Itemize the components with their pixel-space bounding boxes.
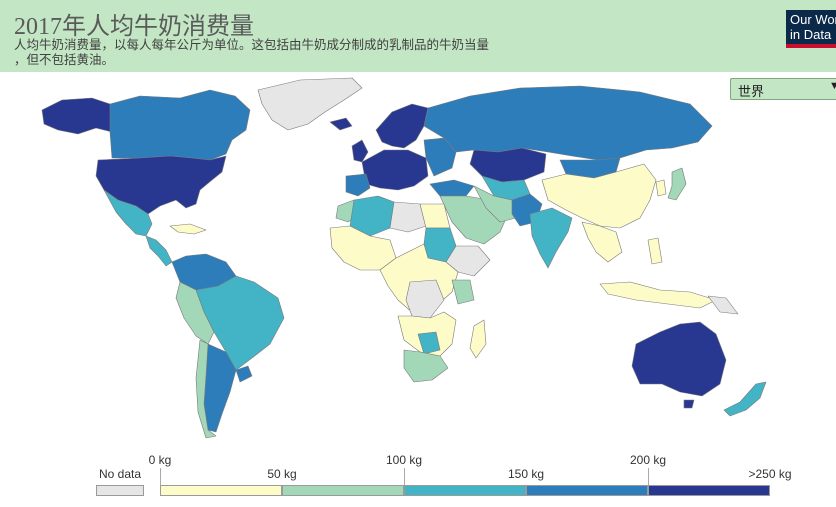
region-south-africa[interactable] [403,349,449,383]
region-turkey[interactable] [429,179,475,197]
region-australia[interactable] [631,321,727,397]
subtitle-line-2: ，但不包括黄油。 [14,53,115,67]
header-bar: 2017年人均牛奶消费量 人均牛奶消费量，以每人每年公斤为单位。这包括由牛奶成分… [0,0,836,72]
region-iberia[interactable] [345,173,371,197]
region-greenland[interactable] [257,77,363,131]
region-japan[interactable] [667,167,687,201]
region-mexico[interactable] [103,189,153,237]
subtitle-line-1: 人均牛奶消费量，以每人每年公斤为单位。这包括由牛奶成分制成的乳制品的牛奶当量 [14,38,490,52]
legend-tick-250: >250 kg [748,467,792,481]
legend-tickmark [648,468,649,485]
legend-no-data-label: No data [98,467,142,481]
region-kenya[interactable] [451,279,475,305]
region-korea[interactable] [655,179,667,197]
region-select-value: 世界 [738,84,765,99]
legend-swatch-no-data [96,485,144,496]
region-drc[interactable] [405,279,445,319]
region-tasmania[interactable] [683,399,695,409]
logo-accent-bar [786,44,836,48]
region-uruguay[interactable] [235,365,253,383]
legend-tick-50: 50 kg [267,467,297,481]
region-southeast-asia[interactable] [581,221,623,263]
region-canada[interactable] [109,89,251,161]
region-madagascar[interactable] [469,319,487,359]
region-india[interactable] [529,207,573,269]
region-libya[interactable] [389,201,427,233]
region-russia[interactable] [423,85,713,161]
world-map [41,77,767,439]
legend-tick-100: 100 kg [385,453,423,467]
region-philippines[interactable] [647,237,663,265]
region-png[interactable] [707,295,739,315]
legend-swatch-100-150 [404,485,526,496]
legend-tickmark [404,468,405,485]
legend-tick-0: 0 kg [148,453,172,467]
region-scandinavia[interactable] [375,103,429,149]
logo-line-1: Our World [790,12,836,27]
page-subtitle: 人均牛奶消费量，以每人每年公斤为单位。这包括由牛奶成分制成的乳制品的牛奶当量 ，… [14,38,574,68]
legend-tick-150: 150 kg [507,467,545,481]
region-western-europe[interactable] [361,149,429,191]
region-iceland[interactable] [329,117,353,131]
page-title: 2017年人均牛奶消费量 [14,14,254,40]
region-west-africa[interactable] [329,225,397,271]
region-alaska[interactable] [41,97,113,135]
owid-logo[interactable]: Our World in Data [786,10,836,48]
region-kazakhstan[interactable] [469,147,547,183]
region-uk[interactable] [351,139,369,163]
region-central-america[interactable] [145,235,173,267]
legend-swatch-150-200 [526,485,648,496]
region-botswana[interactable] [417,331,441,355]
region-new-zealand[interactable] [723,381,767,417]
legend-swatch-0-50 [160,485,282,496]
legend-tickmark [160,468,161,485]
region-caribbean[interactable] [169,223,207,235]
region-chile[interactable] [195,339,217,439]
legend-swatch-50-100 [282,485,404,496]
legend-tick-200: 200 kg [629,453,667,467]
region-select[interactable]: 世界 ▼ [730,78,836,100]
region-indonesia[interactable] [599,281,717,309]
legend-swatch-200-250 [648,485,770,496]
chevron-down-icon: ▼ [829,80,836,92]
logo-line-2: in Data [790,27,832,42]
region-china[interactable] [541,163,657,229]
